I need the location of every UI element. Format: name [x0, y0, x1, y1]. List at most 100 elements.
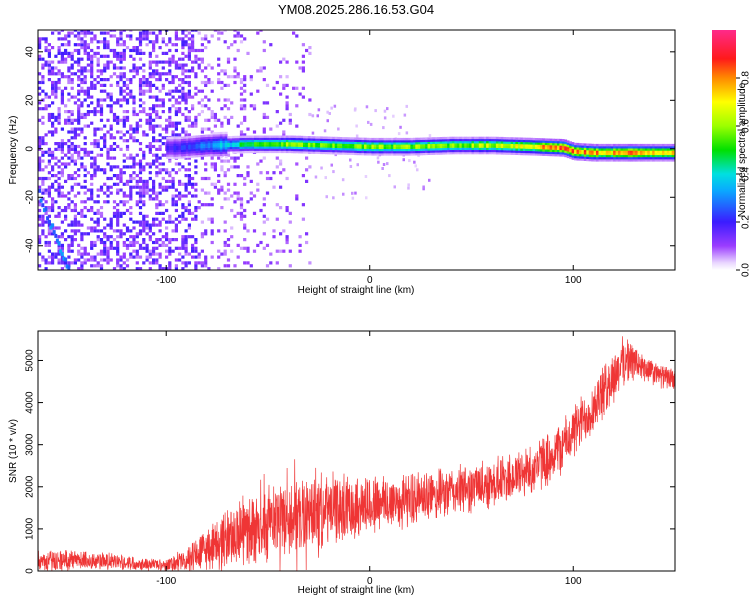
heatmap-cell: [38, 176, 42, 181]
heatmap-cell: [471, 151, 475, 155]
heatmap-cell: [334, 145, 338, 148]
heatmap-cell: [520, 152, 524, 156]
heatmap-cell: [337, 152, 340, 155]
heatmap-cell: [145, 78, 149, 82]
heatmap-cell: [187, 46, 191, 50]
heatmap-cell: [561, 141, 565, 144]
heatmap-cell: [366, 150, 370, 154]
heatmap-cell: [332, 136, 336, 140]
heatmap-cell: [217, 80, 221, 85]
heatmap-cell: [305, 146, 309, 150]
heatmap-cell: [622, 152, 626, 156]
heatmap-cell: [197, 63, 201, 67]
heatmap-cell: [205, 139, 209, 142]
heatmap-cell: [116, 223, 120, 227]
heatmap-cell: [215, 145, 218, 148]
heatmap-cell: [591, 152, 594, 155]
heatmap-cell: [657, 159, 660, 162]
heatmap-cell: [132, 46, 136, 50]
heatmap-cell: [116, 40, 120, 44]
heatmap-cell: [47, 243, 51, 247]
heatmap-cell: [152, 182, 156, 186]
heatmap-cell: [93, 144, 97, 149]
heatmap-cell: [204, 258, 208, 262]
heatmap-cell: [77, 110, 81, 114]
heatmap-cell: [198, 137, 201, 140]
heatmap-cell: [155, 86, 159, 90]
heatmap-cell: [236, 48, 240, 53]
heatmap-cell: [185, 151, 189, 154]
heatmap-cell: [368, 137, 372, 141]
heatmap-cell: [64, 142, 68, 146]
heatmap-cell: [498, 152, 502, 155]
heatmap-cell: [207, 136, 211, 139]
heatmap-cell: [344, 143, 348, 147]
heatmap-cell: [430, 148, 433, 151]
heatmap-cell: [155, 115, 159, 119]
heatmap-cell: [44, 60, 48, 64]
heatmap-cell: [142, 188, 146, 192]
heatmap-cell: [659, 146, 663, 149]
heatmap-cell: [332, 147, 336, 151]
heatmap-cell: [288, 139, 292, 143]
heatmap-cell: [109, 124, 113, 128]
heatmap-cell: [178, 107, 182, 111]
heatmap-cell: [96, 220, 100, 224]
heatmap-cell: [54, 127, 58, 131]
heatmap-cell: [183, 151, 187, 154]
heatmap-cell: [439, 145, 443, 149]
heatmap-cell: [339, 143, 343, 146]
heatmap-cell: [60, 174, 64, 178]
heatmap-cell: [145, 162, 149, 166]
heatmap-cell: [148, 60, 152, 64]
heatmap-cell: [90, 156, 94, 160]
heatmap-cell: [508, 145, 511, 149]
heatmap-cell: [195, 152, 199, 156]
heatmap-cell: [223, 264, 227, 268]
heatmap-cell: [174, 238, 178, 242]
heatmap-cell: [466, 149, 470, 153]
heatmap-cell: [90, 101, 94, 105]
heatmap-cell: [142, 107, 146, 111]
heatmap-cell: [83, 168, 87, 172]
heatmap-cell: [194, 267, 198, 270]
heatmap-cell: [608, 157, 611, 160]
heatmap-cell: [99, 258, 104, 262]
heatmap-cell: [116, 66, 120, 70]
heatmap-cell: [285, 101, 289, 105]
heatmap-cell: [184, 34, 188, 38]
heatmap-cell: [288, 264, 292, 268]
heatmap-cell: [334, 139, 338, 142]
heatmap-cell: [38, 43, 42, 47]
heatmap-cell: [187, 174, 191, 178]
heatmap-cell: [41, 136, 45, 140]
heatmap-cell: [422, 139, 426, 143]
heatmap-cell: [625, 150, 629, 153]
heatmap-cell: [51, 89, 55, 93]
heatmap-cell: [476, 143, 480, 146]
heatmap-cell: [135, 153, 139, 157]
heatmap-cell: [145, 220, 149, 224]
heatmap-cell: [476, 145, 480, 148]
heatmap-cell: [155, 69, 159, 73]
heatmap-cell: [73, 206, 77, 210]
heatmap-cell: [90, 72, 94, 76]
heatmap-cell: [236, 72, 240, 76]
heatmap-cell: [557, 138, 560, 142]
heatmap-cell: [383, 153, 387, 156]
heatmap-cell: [224, 151, 228, 154]
heatmap-cell: [132, 107, 136, 111]
heatmap-cell: [422, 141, 426, 145]
heatmap-cell: [491, 145, 494, 148]
heatmap-cell: [187, 176, 191, 181]
heatmap-cell: [476, 138, 480, 142]
heatmap-cell: [295, 146, 299, 149]
heatmap-cell: [191, 107, 195, 111]
heatmap-cell: [239, 211, 244, 215]
heatmap-cell: [530, 144, 533, 147]
heatmap-cell: [233, 156, 237, 160]
heatmap-cell: [119, 31, 123, 35]
heatmap-cell: [459, 149, 463, 153]
heatmap-cell: [259, 144, 262, 147]
heatmap-cell: [132, 75, 136, 79]
